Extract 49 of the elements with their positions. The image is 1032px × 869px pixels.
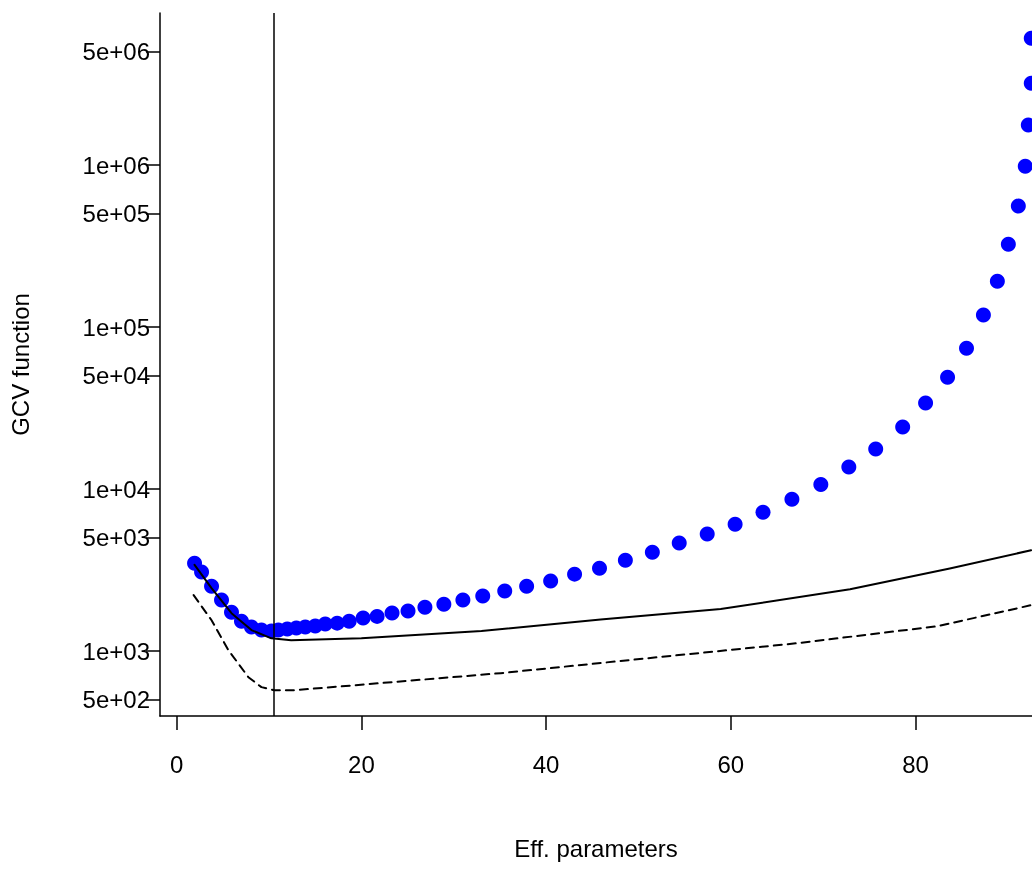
point bbox=[543, 573, 559, 589]
y-tick-label: 1e+03 bbox=[82, 637, 150, 665]
point bbox=[959, 340, 975, 356]
point bbox=[617, 552, 633, 568]
point bbox=[813, 476, 829, 492]
point bbox=[519, 578, 535, 594]
point bbox=[592, 560, 608, 576]
point bbox=[417, 599, 433, 615]
x-tick-label: 40 bbox=[532, 750, 560, 778]
x-tick-label: 20 bbox=[348, 750, 375, 778]
point bbox=[455, 592, 471, 608]
y-tick-label: 1e+06 bbox=[82, 151, 150, 179]
y-tick-label: 5e+02 bbox=[82, 686, 150, 714]
point bbox=[436, 596, 452, 612]
x-tick-label: 80 bbox=[902, 750, 929, 778]
point bbox=[784, 491, 800, 507]
point bbox=[400, 603, 416, 619]
point bbox=[975, 307, 991, 323]
point bbox=[369, 608, 385, 624]
point bbox=[671, 535, 687, 551]
point bbox=[355, 610, 371, 626]
point bbox=[755, 504, 771, 520]
point bbox=[497, 583, 513, 599]
point bbox=[341, 613, 357, 629]
x-tick-label: 0 bbox=[169, 750, 184, 778]
y-tick-label: 1e+04 bbox=[82, 475, 150, 503]
point bbox=[1010, 198, 1026, 214]
point bbox=[940, 369, 956, 385]
point bbox=[895, 419, 911, 435]
y-axis-title: GCV function bbox=[6, 293, 34, 436]
point bbox=[384, 605, 400, 621]
point bbox=[644, 544, 660, 560]
y-tick-label: 5e+03 bbox=[82, 524, 150, 552]
point bbox=[727, 516, 743, 532]
x-tick-label: 60 bbox=[717, 750, 745, 778]
y-tick-label: 5e+04 bbox=[82, 362, 150, 390]
point bbox=[475, 588, 491, 604]
point bbox=[841, 459, 857, 475]
x-axis-title: Eff. parameters bbox=[514, 834, 678, 862]
point bbox=[567, 566, 583, 582]
y-tick-label: 5e+06 bbox=[82, 38, 150, 66]
point bbox=[989, 273, 1005, 289]
point bbox=[918, 395, 934, 411]
y-tick-label: 1e+05 bbox=[82, 313, 150, 341]
y-tick-label: 5e+05 bbox=[82, 200, 150, 228]
point bbox=[699, 526, 715, 542]
point bbox=[868, 441, 884, 457]
point bbox=[1017, 158, 1032, 174]
point bbox=[1000, 236, 1016, 252]
